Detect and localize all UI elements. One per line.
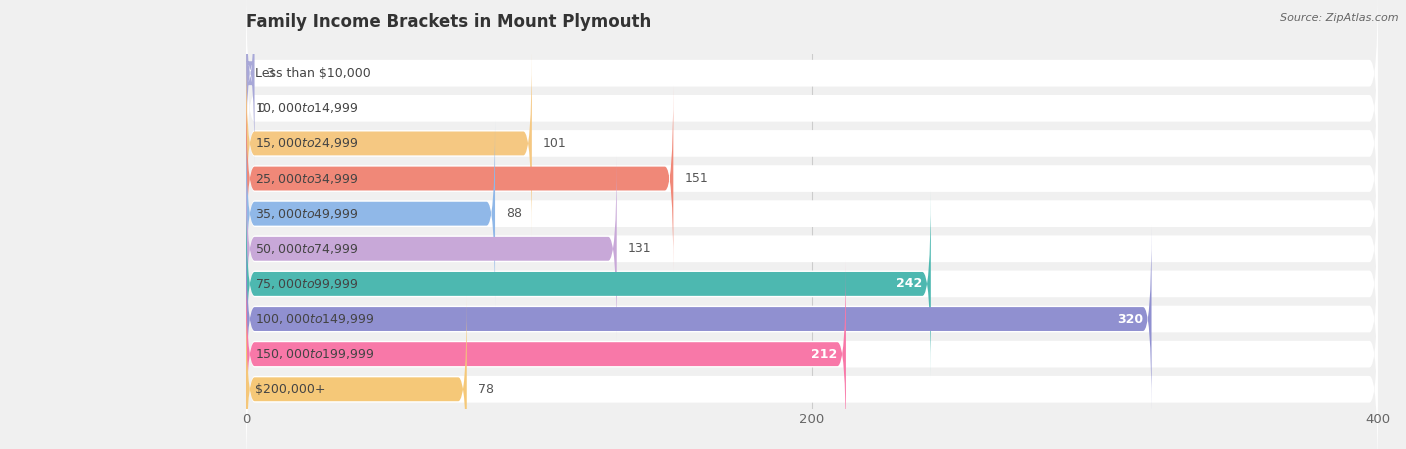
- FancyBboxPatch shape: [246, 157, 1378, 341]
- FancyBboxPatch shape: [246, 122, 1378, 306]
- Text: 320: 320: [1116, 313, 1143, 326]
- Text: 78: 78: [478, 383, 494, 396]
- FancyBboxPatch shape: [246, 262, 1378, 446]
- FancyBboxPatch shape: [246, 52, 1378, 235]
- FancyBboxPatch shape: [246, 261, 846, 448]
- Text: $150,000 to $199,999: $150,000 to $199,999: [254, 347, 374, 361]
- FancyBboxPatch shape: [246, 87, 1378, 271]
- Text: Less than $10,000: Less than $10,000: [254, 67, 370, 79]
- Text: $25,000 to $34,999: $25,000 to $34,999: [254, 172, 359, 185]
- Text: 131: 131: [628, 242, 651, 255]
- FancyBboxPatch shape: [246, 0, 1378, 165]
- FancyBboxPatch shape: [246, 16, 1378, 200]
- Text: 151: 151: [685, 172, 709, 185]
- Text: $35,000 to $49,999: $35,000 to $49,999: [254, 207, 359, 220]
- FancyBboxPatch shape: [246, 297, 1378, 449]
- Text: $15,000 to $24,999: $15,000 to $24,999: [254, 136, 359, 150]
- FancyBboxPatch shape: [246, 85, 673, 272]
- Text: $200,000+: $200,000+: [254, 383, 325, 396]
- Text: 0: 0: [257, 102, 266, 115]
- Text: $75,000 to $99,999: $75,000 to $99,999: [254, 277, 359, 291]
- FancyBboxPatch shape: [246, 50, 531, 237]
- FancyBboxPatch shape: [246, 225, 1152, 413]
- FancyBboxPatch shape: [246, 296, 467, 449]
- Text: 212: 212: [811, 348, 838, 361]
- Text: 101: 101: [543, 137, 567, 150]
- FancyBboxPatch shape: [246, 120, 495, 307]
- FancyBboxPatch shape: [246, 192, 1378, 376]
- Text: $100,000 to $149,999: $100,000 to $149,999: [254, 312, 374, 326]
- FancyBboxPatch shape: [246, 155, 617, 342]
- Text: $50,000 to $74,999: $50,000 to $74,999: [254, 242, 359, 256]
- Text: Source: ZipAtlas.com: Source: ZipAtlas.com: [1281, 13, 1399, 23]
- Text: $10,000 to $14,999: $10,000 to $14,999: [254, 101, 359, 115]
- FancyBboxPatch shape: [246, 227, 1378, 411]
- FancyBboxPatch shape: [246, 0, 254, 167]
- Text: 3: 3: [266, 67, 274, 79]
- Text: 242: 242: [896, 277, 922, 291]
- FancyBboxPatch shape: [246, 190, 931, 377]
- Text: 88: 88: [506, 207, 523, 220]
- Text: Family Income Brackets in Mount Plymouth: Family Income Brackets in Mount Plymouth: [246, 13, 651, 31]
